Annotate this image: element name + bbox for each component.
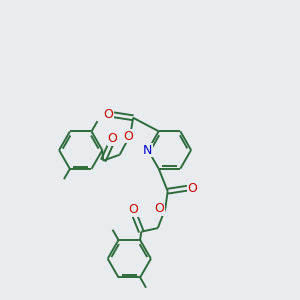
Text: O: O xyxy=(123,130,133,142)
Text: O: O xyxy=(107,132,117,145)
Text: O: O xyxy=(188,182,197,195)
Text: O: O xyxy=(103,108,113,121)
Text: O: O xyxy=(128,203,138,216)
Text: N: N xyxy=(142,143,152,157)
Text: O: O xyxy=(154,202,164,215)
